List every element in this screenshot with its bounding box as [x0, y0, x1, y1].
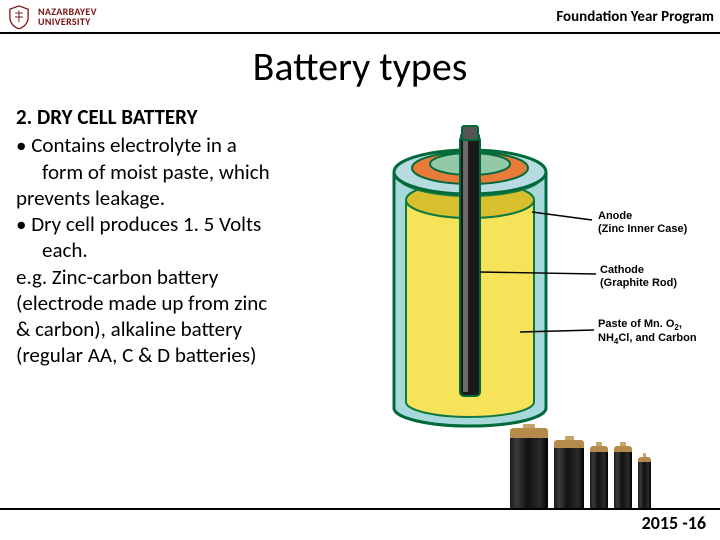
bullet-1-cont: form of moist paste, which	[16, 159, 376, 185]
bullet-1: Contains electrolyte in a	[16, 132, 376, 158]
shield-icon	[6, 4, 32, 30]
t: NH	[598, 332, 614, 344]
footer-divider	[0, 508, 720, 510]
t: Contains electrolyte in a	[31, 132, 237, 158]
label-anode: Anode (Zinc Inner Case)	[598, 210, 687, 235]
battery-icon	[614, 442, 632, 510]
battery-photos	[510, 410, 710, 510]
battery-icon	[590, 442, 608, 510]
battery-diagram: Anode (Zinc Inner Case) Cathode (Graphit…	[380, 102, 710, 442]
logo-text: NAZARBAYEV UNIVERSITY	[38, 7, 97, 28]
header-bar: NAZARBAYEV UNIVERSITY Foundation Year Pr…	[0, 2, 720, 34]
t: (Zinc Inner Case)	[598, 223, 687, 236]
bullet-list-2: Dry cell produces 1. 5 Volts each.	[16, 211, 376, 264]
label-paste: Paste of Mn. O2, NH4Cl, and Carbon	[598, 318, 697, 347]
battery-icon	[638, 453, 651, 510]
line-4: (electrode made up from zinc	[16, 290, 376, 316]
t: Dry cell produces 1. 5 Volts	[31, 211, 261, 237]
body-text: 2. DRY CELL BATTERY Contains electrolyte…	[16, 104, 376, 369]
page-title: Battery types	[0, 42, 720, 91]
t: Anode	[598, 210, 687, 223]
logo: NAZARBAYEV UNIVERSITY	[6, 4, 97, 30]
battery-icon	[510, 424, 548, 510]
section-heading: 2. DRY CELL BATTERY	[16, 104, 376, 130]
t: ,	[679, 318, 682, 330]
t: Paste of Mn. O	[598, 318, 674, 330]
header-program: Foundation Year Program	[556, 8, 714, 26]
line-prevents: prevents leakage.	[16, 185, 376, 211]
org-line2: UNIVERSITY	[38, 17, 97, 28]
footer-year: 2015 -16	[642, 512, 706, 534]
line-6: (regular AA, C & D batteries)	[16, 342, 376, 368]
t: Cathode	[600, 264, 677, 277]
slide: NAZARBAYEV UNIVERSITY Foundation Year Pr…	[0, 0, 720, 540]
t: (Graphite Rod)	[600, 277, 677, 290]
line-5: & carbon), alkaline battery	[16, 316, 376, 342]
t: Cl, and Carbon	[618, 332, 696, 344]
bullet-list: Contains electrolyte in a form of moist …	[16, 132, 376, 185]
battery-icon	[554, 436, 584, 510]
bullet-2: Dry cell produces 1. 5 Volts	[16, 211, 376, 237]
eg-line: e.g. Zinc-carbon battery	[16, 264, 376, 290]
label-cathode: Cathode (Graphite Rod)	[600, 264, 677, 289]
bullet-2-cont: each.	[16, 237, 376, 263]
